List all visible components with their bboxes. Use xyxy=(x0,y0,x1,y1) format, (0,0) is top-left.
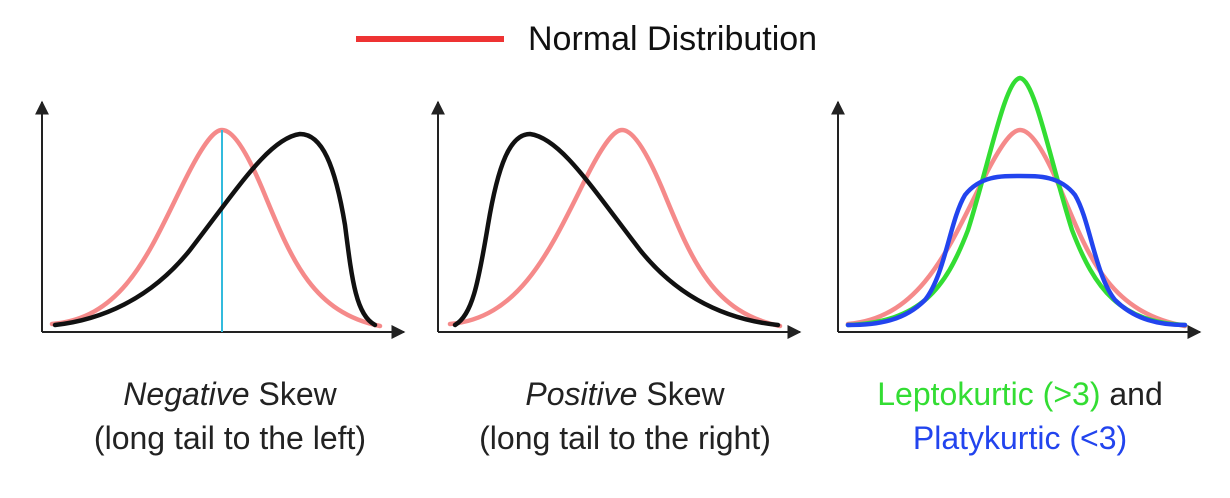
legend-normal-swatch xyxy=(356,36,504,42)
caption-negative-italic: Negative xyxy=(123,376,250,412)
caption-positive-skew: Positive Skew (long tail to the right) xyxy=(420,372,830,460)
caption-positive-line2: (long tail to the right) xyxy=(479,420,771,456)
caption-positive-rest: Skew xyxy=(637,376,725,412)
panel2-normal-curve xyxy=(447,127,783,329)
caption-and: and xyxy=(1100,376,1163,412)
panel1-skewed-curve xyxy=(52,131,378,328)
panel1-normal-curve xyxy=(49,127,383,329)
legend-normal-label: Normal Distribution xyxy=(528,20,818,58)
panel3-leptokurtic-curve xyxy=(845,75,1188,328)
caption-platykurtic: Platykurtic (<3) xyxy=(912,420,1128,456)
panel3-platykurtic-curve xyxy=(845,173,1188,328)
caption-negative-line2: (long tail to the left) xyxy=(93,420,367,456)
panel2-skewed-curve xyxy=(452,131,781,328)
caption-positive-italic: Positive xyxy=(525,376,638,412)
panel-negative-skew xyxy=(35,100,406,339)
panel-kurtosis xyxy=(831,75,1202,339)
caption-negative-rest: Skew xyxy=(249,376,337,412)
caption-kurtosis: Leptokurtic (>3) and Platykurtic (<3) xyxy=(830,372,1210,460)
caption-leptokurtic: Leptokurtic (>3) xyxy=(877,376,1101,412)
caption-negative-skew: Negative Skew (long tail to the left) xyxy=(40,372,420,460)
panel3-normal-curve xyxy=(845,127,1188,329)
panel-positive-skew xyxy=(431,100,802,339)
